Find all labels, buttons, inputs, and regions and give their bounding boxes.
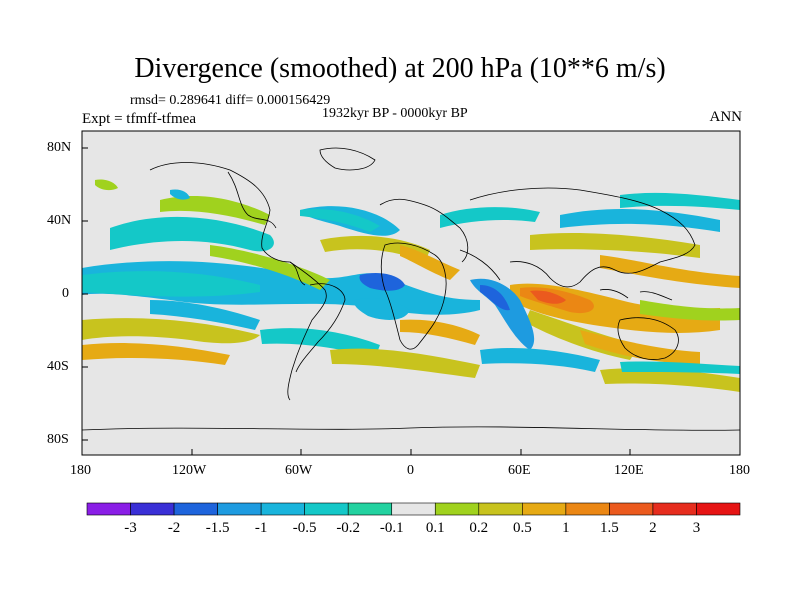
colorbar-swatch — [434, 502, 480, 516]
colorbar-swatch — [347, 502, 393, 516]
lon-tick-120w: 120W — [172, 463, 207, 478]
colorbar-swatch — [217, 502, 262, 516]
lon-tick-120e: 120E — [614, 463, 644, 478]
colorbar-swatch — [522, 502, 567, 516]
colorbar-swatch — [130, 502, 175, 516]
colorbar-label: 0.1 — [425, 520, 445, 536]
colorbar-label: -0.5 — [292, 520, 317, 536]
colorbar-swatch — [652, 502, 697, 516]
axis-ticks — [81, 147, 741, 455]
colorbar-swatch — [565, 502, 610, 516]
lat-tick-40s: 40S — [47, 359, 69, 374]
stats-text: rmsd= 0.289641 diff= 0.000156429 — [130, 93, 331, 108]
colorbar-label: -0.1 — [379, 520, 404, 536]
coastlines — [82, 147, 740, 431]
colorbar-label: 1 — [562, 520, 570, 536]
colorbar-swatch — [391, 502, 436, 516]
colorbar-label: 3 — [692, 520, 701, 536]
colorbar-label: -1 — [254, 520, 268, 536]
lat-tick-40n: 40N — [47, 213, 72, 228]
experiment-label: Expt = tfmff-tfmea — [82, 111, 196, 127]
period-label: 1932kyr BP - 0000kyr BP — [322, 106, 468, 121]
colorbar — [86, 502, 741, 516]
colorbar-swatch — [609, 502, 654, 516]
colorbar-swatch — [478, 502, 523, 516]
colorbar-label: 2 — [649, 520, 657, 536]
lat-tick-80n: 80N — [47, 140, 72, 155]
colorbar-label: -1.5 — [205, 520, 230, 536]
season-label: ANN — [709, 109, 743, 125]
colorbar-label: 0.2 — [469, 520, 489, 536]
colorbar-swatch — [260, 502, 305, 516]
lon-tick-180e: 180 — [729, 463, 750, 478]
colorbar-swatch — [304, 502, 349, 516]
colorbar-label: -2 — [167, 520, 181, 536]
plot-title: Divergence (smoothed) at 200 hPa (10**6 … — [134, 53, 666, 84]
colorbar-label: 0.5 — [512, 520, 532, 536]
lat-tick-0: 0 — [62, 286, 69, 301]
lon-tick-0: 0 — [407, 463, 414, 478]
lon-tick-60w: 60W — [285, 463, 313, 478]
colorbar-swatch — [173, 502, 218, 516]
colorbar-swatch — [86, 502, 131, 516]
colorbar-label: -0.2 — [336, 520, 361, 536]
colorbar-label: -3 — [124, 520, 137, 536]
lon-tick-180w: 180 — [70, 463, 91, 478]
colorbar-swatch — [696, 502, 741, 516]
lat-tick-80s: 80S — [47, 432, 69, 447]
lon-tick-60e: 60E — [508, 463, 531, 478]
colorbar-label: 1.5 — [600, 520, 619, 536]
